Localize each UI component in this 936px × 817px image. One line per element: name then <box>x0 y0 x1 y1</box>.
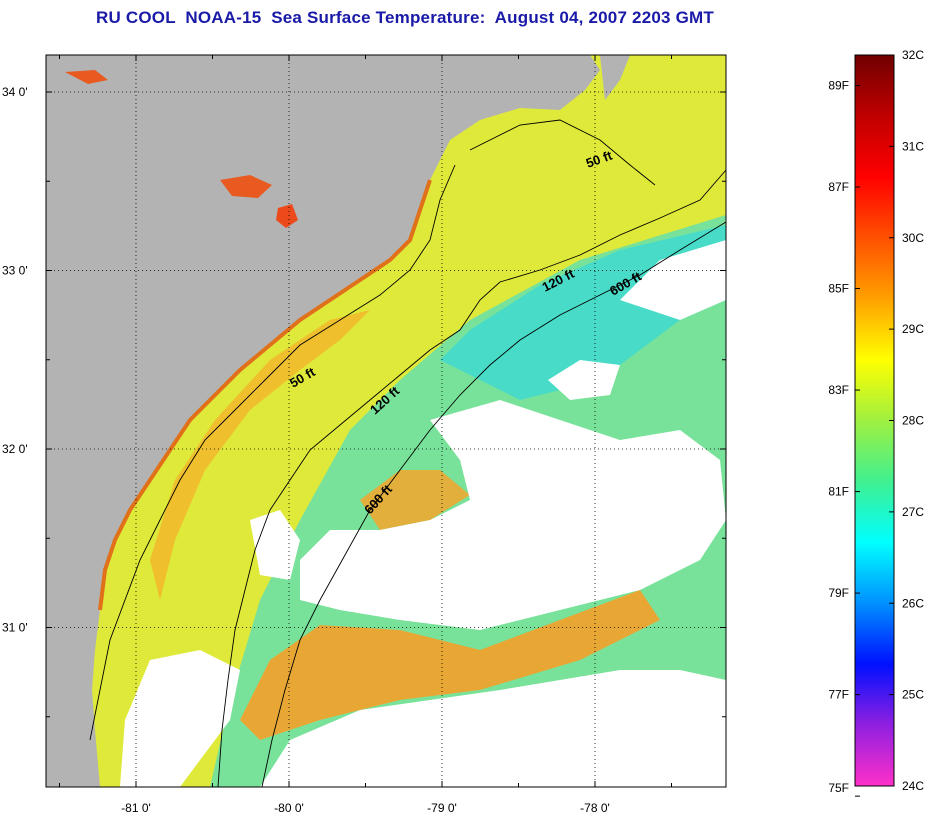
land-area-ne <box>600 55 630 100</box>
lon-tick-label: -80 0' <box>274 801 304 815</box>
contour-50ft-line <box>89 119 656 741</box>
plot-frame <box>45 54 727 788</box>
lon-tick-label: -78 0' <box>580 801 610 815</box>
graticule <box>46 55 726 787</box>
lat-tick-label: 31 0' <box>2 621 28 635</box>
cloud-area-1 <box>620 240 726 320</box>
inland-lake-3 <box>65 70 108 84</box>
inland-lake-2 <box>276 204 298 228</box>
cloud-area-6 <box>250 510 300 580</box>
cloud-area-2 <box>300 400 726 630</box>
lat-tick-label: 33 0' <box>2 264 28 278</box>
land-area <box>46 55 600 787</box>
map-imagery <box>46 55 726 787</box>
warm-outer-patch <box>360 470 470 530</box>
warm-nearshore-band <box>150 310 370 600</box>
contour-600ft-line <box>261 221 726 787</box>
cloud-area-4 <box>120 650 240 787</box>
contour-120ft-line <box>217 169 726 787</box>
cloud-area-3 <box>548 360 620 400</box>
lat-tick-label: 32 0' <box>2 442 28 456</box>
lon-tick-label: -79 0' <box>427 801 457 815</box>
inland-lake-1 <box>220 175 272 198</box>
lon-tick-label: -81 0' <box>121 801 151 815</box>
coastline-warm-edge <box>98 179 432 611</box>
axis-ticks: 34 0' 33 0' 32 0' 31 0' -81 0' -80 0' -79 0' -7… <box>2 55 726 815</box>
cloud-area-5 <box>260 670 726 787</box>
lat-tick-label: 34 0' <box>2 85 28 99</box>
chart-title: RU COOL NOAA-15 Sea Surface Temperature:… <box>96 8 714 27</box>
